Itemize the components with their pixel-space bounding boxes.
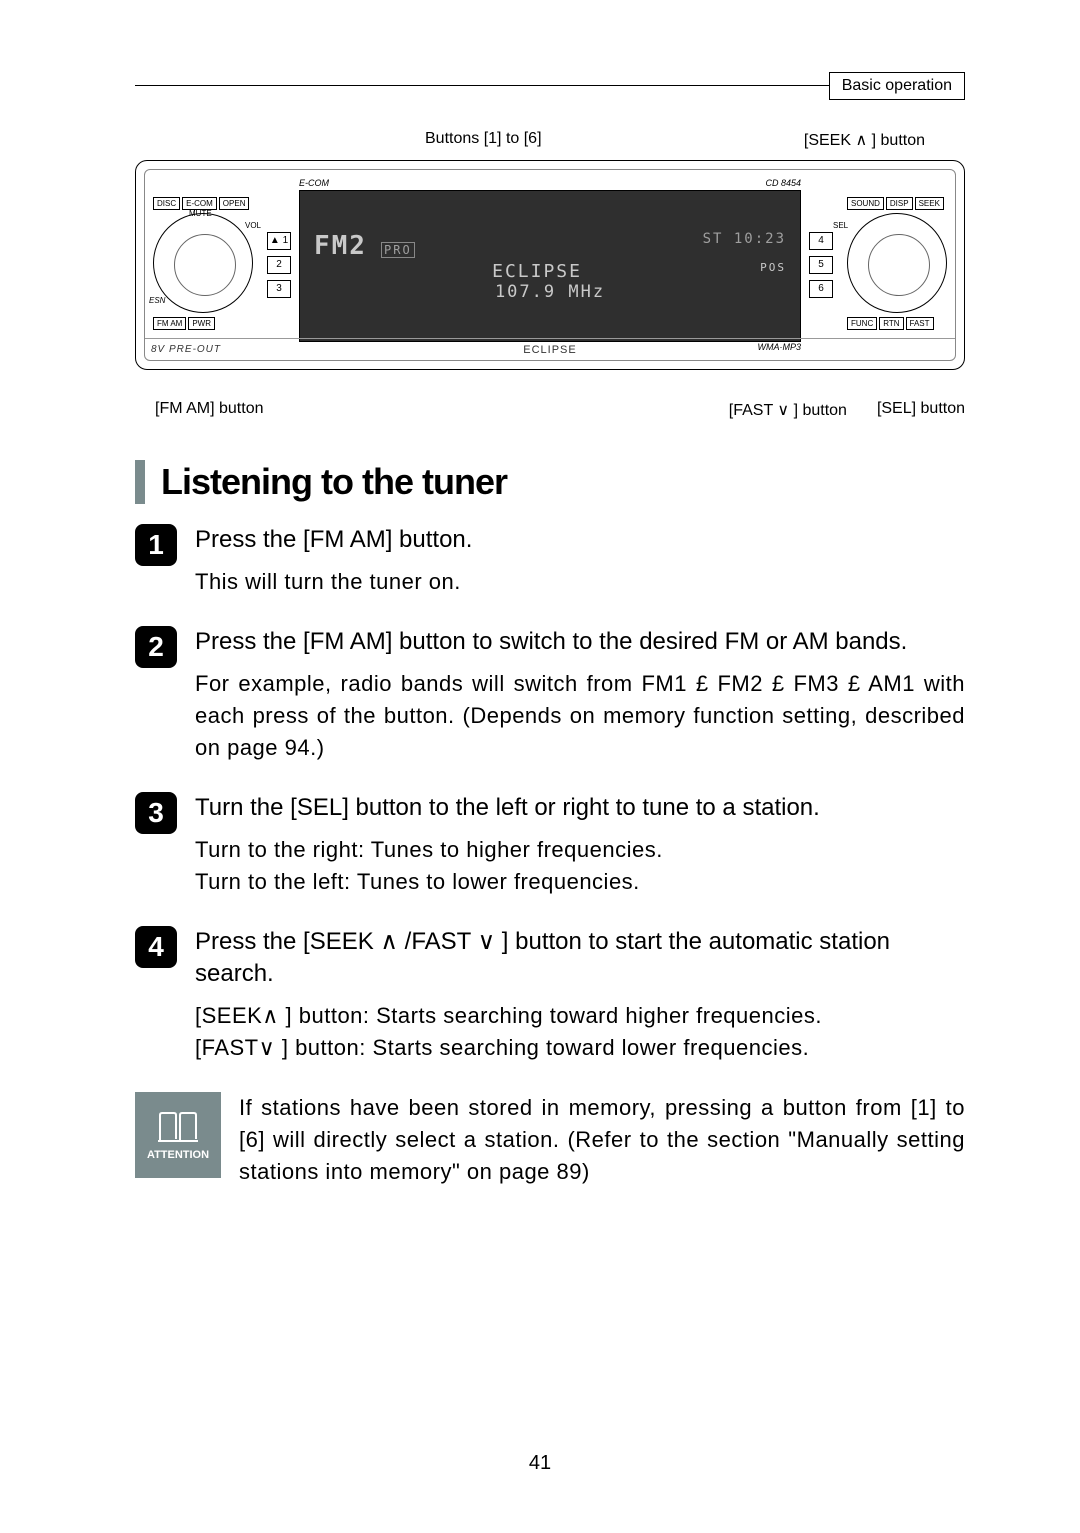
preset-1: ▲ 1 (267, 232, 291, 250)
step-detail: Turn to the right: Tunes to higher frequ… (195, 834, 965, 898)
ecom-brand: E-COM (299, 178, 329, 188)
title-accent-bar (135, 460, 145, 504)
label-buttons-1-6: Buttons [1] to [6] (425, 130, 542, 150)
page-number: 41 (0, 1452, 1080, 1475)
open-button: OPEN (219, 197, 250, 210)
vol-label: VOL (245, 221, 261, 230)
rtn-button: RTN (879, 317, 903, 330)
step-2: 2 Press the [FM AM] button to switch to … (135, 626, 965, 782)
brand-label: ECLIPSE (523, 344, 576, 356)
step-instruction: Press the [FM AM] button to switch to th… (195, 626, 965, 658)
model-label: CD 8454 (765, 178, 801, 188)
fm-am-button: FM AM (153, 317, 186, 330)
label-fast: [FAST ∨ ] button (729, 400, 847, 420)
step-3: 3 Turn the [SEL] button to the left or r… (135, 792, 965, 916)
seek-button: SEEK (915, 197, 944, 210)
radio-diagram: Buttons [1] to [6] [SEEK ∧ ] button DISC… (135, 130, 965, 420)
preset-4: 4 (809, 232, 833, 250)
label-sel: [SEL] button (877, 400, 965, 420)
step-detail: [SEEK∧ ] button: Starts searching toward… (195, 1000, 965, 1064)
attention-text: If stations have been stored in memory, … (239, 1092, 965, 1188)
label-seek-button: [SEEK ∧ ] button (804, 130, 925, 150)
attention-block: ATTENTION If stations have been stored i… (135, 1092, 965, 1188)
preset-3: 3 (267, 280, 291, 298)
sel-label: SEL (833, 221, 848, 230)
step-detail: For example, radio bands will switch fro… (195, 668, 965, 764)
fast-button: FAST (906, 317, 934, 330)
func-button: FUNC (847, 317, 877, 330)
step-instruction: Press the [SEEK ∧ /FAST ∨ ] button to st… (195, 926, 965, 990)
preset-right: 4 5 6 (809, 232, 833, 298)
preout-label: 8V PRE-OUT (151, 344, 221, 355)
pwr-button: PWR (188, 317, 215, 330)
step-number: 3 (135, 792, 177, 834)
step-number: 4 (135, 926, 177, 968)
disp-button: DISP (886, 197, 913, 210)
attention-icon: ATTENTION (135, 1092, 221, 1178)
step-4: 4 Press the [SEEK ∧ /FAST ∨ ] button to … (135, 926, 965, 1082)
step-detail: This will turn the tuner on. (195, 566, 965, 598)
sound-button: SOUND (847, 197, 884, 210)
radio-faceplate: DISC E-COM OPEN MUTE VOL ESN FM AM (135, 160, 965, 370)
step-number: 2 (135, 626, 177, 668)
preset-left: ▲ 1 2 3 (267, 232, 291, 298)
volume-knob (153, 213, 253, 313)
preset-5: 5 (809, 256, 833, 274)
step-1: 1 Press the [FM AM] button. This will tu… (135, 524, 965, 616)
step-number: 1 (135, 524, 177, 566)
disc-button: DISC (153, 197, 180, 210)
step-instruction: Press the [FM AM] button. (195, 524, 965, 556)
lcd-screen: FM2 PROST 10:23 ECLIPSEPOS 107.9 MHz (299, 190, 801, 342)
preset-2: 2 (267, 256, 291, 274)
step-instruction: Turn the [SEL] button to the left or rig… (195, 792, 965, 824)
page-title: Listening to the tuner (161, 461, 507, 503)
section-label: Basic operation (829, 72, 965, 100)
label-fm-am: [FM AM] button (155, 400, 263, 420)
preset-6: 6 (809, 280, 833, 298)
sel-knob (847, 213, 947, 313)
esn-label: ESN (149, 296, 165, 305)
